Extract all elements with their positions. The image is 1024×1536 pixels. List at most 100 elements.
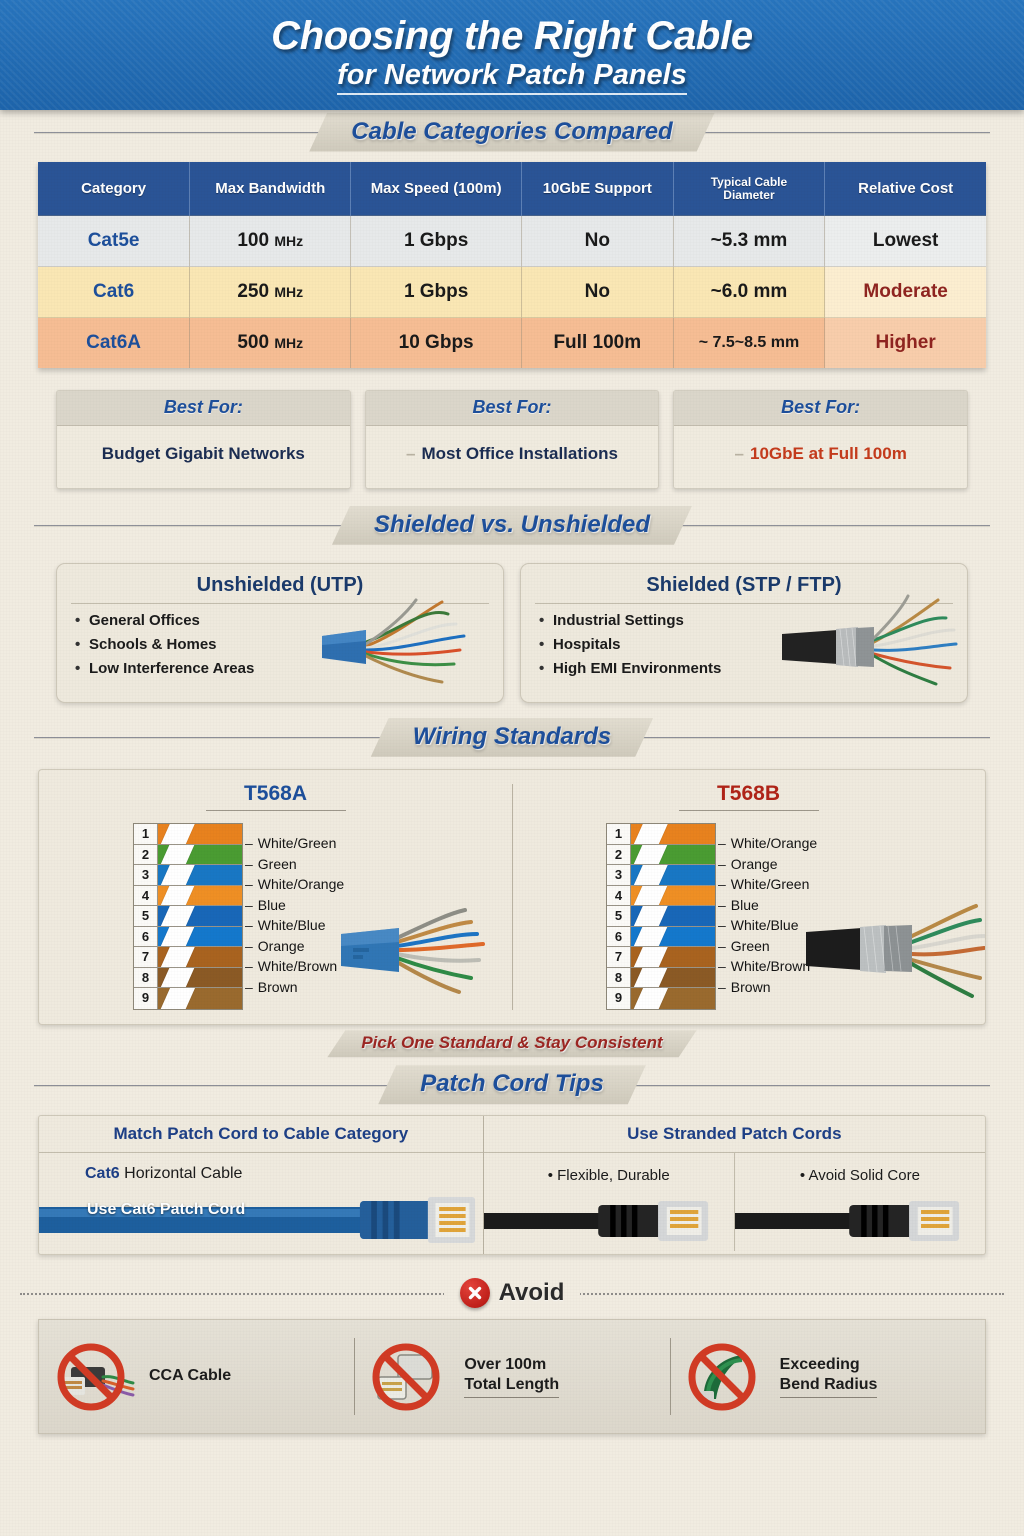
pin-label: – Blue — [718, 896, 759, 913]
pin-color-swatch — [158, 947, 242, 967]
patch-sub-solid-core: • Avoid Solid Core — [733, 1152, 985, 1251]
pin-label: – Orange — [718, 855, 778, 872]
ribbon-label-wiring-note: Pick One Standard & Stay Consistent — [361, 1033, 663, 1053]
pin-label: – Brown — [718, 978, 771, 995]
pin-number: 9 — [134, 988, 158, 1009]
cat6-horizontal-label: Cat6 Horizontal Cable — [85, 1164, 243, 1182]
pin-row: 4 — [607, 885, 715, 907]
pin-row: 1 — [607, 824, 715, 845]
section-header-shielding: Shielded vs. Unshielded — [34, 503, 990, 547]
cell-category: Cat6A — [38, 317, 191, 369]
unshielded-title: Unshielded (UTP) — [71, 574, 489, 605]
pin-label: – White/Green — [245, 835, 337, 852]
pin-color-swatch — [631, 865, 715, 885]
cell-10gbe: No — [521, 266, 674, 318]
pin-label: – White/Brown — [245, 958, 338, 975]
pin-row: 8 — [607, 967, 715, 989]
pin-row: 8 — [134, 967, 242, 989]
pin-color-swatch — [158, 906, 242, 926]
th-speed: Max Speed (100m) — [350, 162, 522, 216]
th-category: Category — [38, 162, 191, 216]
avoid-badge: Avoid — [443, 1277, 581, 1308]
avoid-line-2: Total Length — [464, 1375, 560, 1393]
stp-cable-illustration — [782, 594, 958, 686]
pin-number: 1 — [134, 824, 158, 844]
best-for-heading: Best For: — [57, 391, 350, 427]
blue-patch-cord-illustration — [39, 1196, 476, 1243]
pin-row: 5 — [134, 906, 242, 927]
pin-row: 7 — [607, 947, 715, 968]
pin-row: 3 — [134, 865, 242, 886]
pin-number: 7 — [607, 947, 631, 967]
pin-color-swatch — [158, 885, 242, 906]
cca-cable-no-icon — [57, 1343, 135, 1411]
ribbon-wiring-note: Pick One Standard & Stay Consistent — [327, 1030, 696, 1057]
unshielded-list: General Offices Schools & Homes Low Inte… — [71, 612, 489, 677]
cell-bandwidth: 500 MHz — [189, 317, 352, 369]
avoid-line-1: Exceeding — [779, 1355, 860, 1373]
pin-number: 3 — [134, 865, 158, 885]
avoid-line-2: Bend Radius — [779, 1375, 878, 1393]
pin-color-swatch — [631, 906, 715, 926]
list-item: Hospitals — [539, 636, 953, 653]
pin-label: – Blue — [245, 896, 286, 913]
list-item: General Offices — [75, 612, 489, 629]
cell-speed: 1 Gbps — [350, 215, 522, 267]
pin-row: 4 — [134, 885, 242, 907]
avoid-panel: CCA Cable Over 100m Total Length Exceedi… — [38, 1318, 986, 1434]
bend-radius-no-icon — [688, 1343, 756, 1411]
th-bandwidth: Max Bandwidth — [189, 162, 352, 216]
pin-number: 2 — [607, 844, 631, 865]
shielded-list: Industrial Settings Hospitals High EMI E… — [535, 612, 953, 677]
pin-number: 4 — [134, 885, 158, 906]
table-row: Cat5e 100 MHz 1 Gbps No ~5.3 mm Lowest — [38, 215, 986, 267]
best-for-body: Budget Gigabit Networks — [101, 444, 305, 464]
best-for-body: – Most Office Installations — [406, 444, 618, 464]
utp-cable-illustration — [322, 598, 466, 684]
patch-left-column: Match Patch Cord to Cable Category Cat6 … — [39, 1115, 484, 1254]
table-header-row: Category Max Bandwidth Max Speed (100m) … — [38, 162, 986, 216]
avoid-label: Avoid — [498, 1278, 565, 1306]
pin-color-swatch — [631, 844, 715, 865]
pin-row: 7 — [134, 947, 242, 968]
cell-cost: Higher — [824, 317, 986, 369]
blue-cable-illustration — [341, 907, 485, 994]
page-title: Choosing the Right Cable — [271, 14, 753, 58]
black-patch-cord-illustration-2 — [734, 1200, 959, 1241]
th-cost: Relative Cost — [824, 162, 986, 216]
shielded-card: Shielded (STP / FTP) Industrial Settings… — [520, 563, 968, 704]
pin-number: 5 — [134, 906, 158, 926]
section-note-wiring: Pick One Standard & Stay Consistent — [34, 1027, 990, 1061]
pin-row: 3 — [607, 865, 715, 886]
cell-diameter: ~6.0 mm — [673, 266, 826, 318]
cell-category: Cat5e — [38, 215, 191, 267]
pin-number: 3 — [607, 865, 631, 885]
close-x-icon — [468, 1286, 481, 1299]
t568a-title: T568A — [243, 782, 308, 806]
pin-number: 6 — [134, 926, 158, 947]
patch-sub-flexible: • Flexible, Durable — [483, 1153, 734, 1251]
pin-label: – Brown — [245, 978, 298, 995]
pin-row: 6 — [134, 926, 242, 948]
cell-speed: 10 Gbps — [350, 317, 522, 369]
pin-label-list: – White/Green – Green – White/Orange – Blue – Whi… — [245, 823, 344, 1010]
list-item: Industrial Settings — [539, 612, 953, 629]
pin-color-swatch — [158, 926, 242, 947]
best-for-heading: Best For: — [674, 391, 968, 427]
shielding-row: Unshielded (UTP) General Offices Schools… — [56, 563, 968, 704]
pin-row: 1 — [134, 824, 242, 845]
avoid-line-1: CCA Cable — [149, 1367, 232, 1385]
th-diameter: Typical Cable Diameter — [673, 162, 826, 216]
pin-row: 5 — [607, 906, 715, 927]
avoid-item-bend-radius: Exceeding Bend Radius — [669, 1320, 985, 1433]
list-item: Schools & Homes — [75, 636, 489, 653]
ribbon-categories: Cable Categories Compared — [309, 113, 714, 152]
cell-cost: Moderate — [824, 266, 986, 318]
pin-color-swatch — [158, 988, 242, 1009]
